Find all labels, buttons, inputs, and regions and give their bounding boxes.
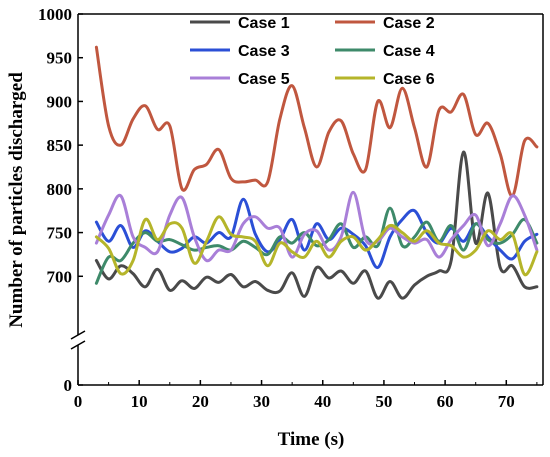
- series-line-case-6: [94, 215, 539, 277]
- y-tick-label: 800: [47, 180, 73, 199]
- y-tick-label: 950: [47, 49, 73, 68]
- y-tick-label: 0: [64, 376, 73, 395]
- axis-break-mark: [70, 340, 86, 350]
- axis-break-mark: [70, 330, 86, 340]
- series-line-case-1: [94, 150, 539, 300]
- x-tick-label: 10: [131, 392, 148, 411]
- legend-label: Case 6: [383, 71, 435, 88]
- y-tick-label: 700: [47, 267, 73, 286]
- legend-label: Case 4: [383, 43, 435, 60]
- x-tick-label: 50: [375, 392, 392, 411]
- x-axis-title: Time (s): [278, 429, 345, 450]
- x-tick-label: 0: [74, 392, 83, 411]
- x-tick-label: 60: [437, 392, 454, 411]
- y-tick-label: 750: [47, 224, 73, 243]
- ticks: 0 10 20 30 40 50 60 70 700 750 800 850 900 950 1000 0: [38, 5, 538, 411]
- series-line-case-2: [94, 45, 539, 198]
- series-line-case-3: [94, 197, 539, 269]
- legend-label: Case 2: [383, 15, 435, 32]
- x-tick-label: 30: [253, 392, 270, 411]
- y-tick-label: 900: [47, 92, 73, 111]
- series-line-case-5: [94, 190, 539, 263]
- legend-label: Case 3: [238, 43, 290, 60]
- y-axis-title: Number of particles discharged: [6, 72, 27, 328]
- plot-area: [94, 45, 539, 300]
- legend-label: Case 5: [238, 71, 290, 88]
- x-tick-label: 70: [498, 392, 515, 411]
- legend-label: Case 1: [238, 15, 290, 32]
- series-line-case-4: [94, 206, 539, 285]
- y-tick-label: 850: [47, 136, 73, 155]
- legend: Case 1 Case 2 Case 3 Case 4 Case 5 Case 6: [190, 15, 435, 88]
- x-tick-label: 40: [314, 392, 331, 411]
- x-tick-label: 20: [192, 392, 209, 411]
- y-tick-label: 1000: [38, 5, 72, 24]
- axes: [70, 13, 544, 386]
